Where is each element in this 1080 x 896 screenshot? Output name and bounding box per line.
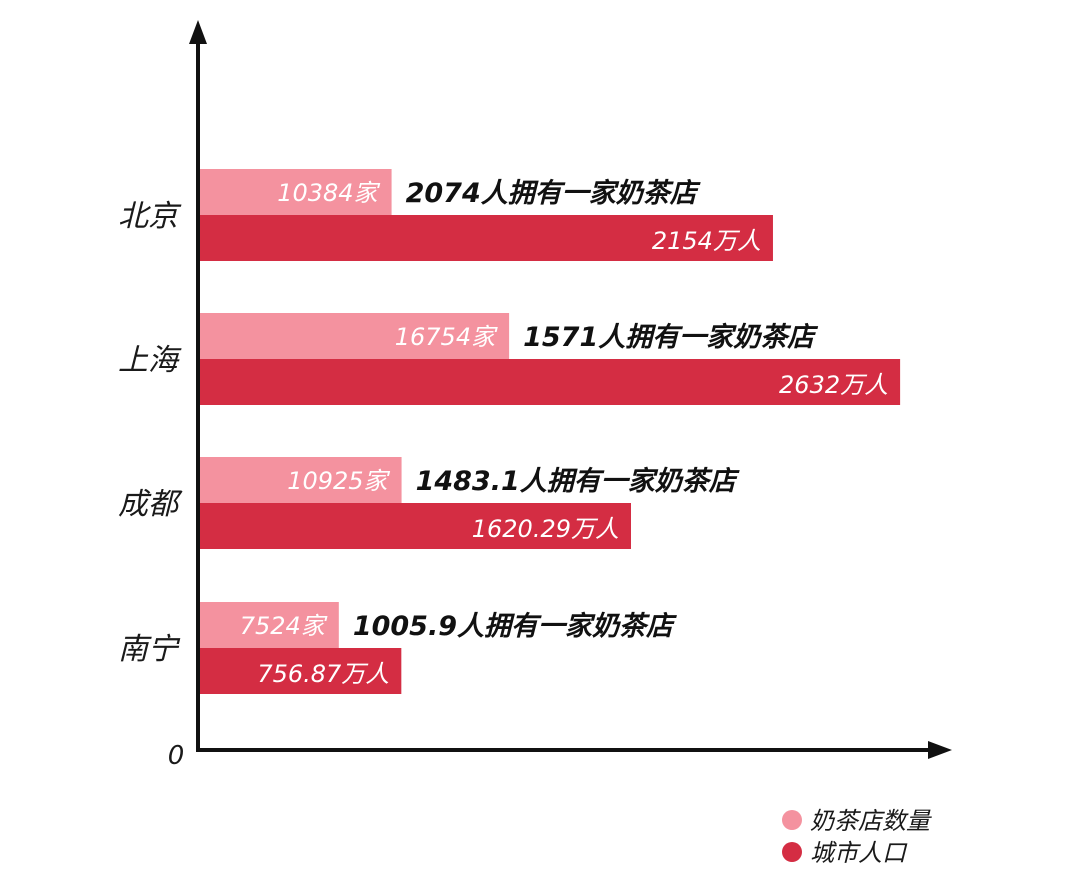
annotation-shanghai: 1571人拥有一家奶茶店 bbox=[523, 322, 818, 353]
bar-label-shops-shanghai: 16754家 bbox=[395, 323, 498, 351]
annotation-beijing: 2074人拥有一家奶茶店 bbox=[406, 178, 701, 209]
category-label-chengdu: 成都 bbox=[118, 487, 183, 522]
bar-label-shops-nanning: 7524家 bbox=[240, 612, 328, 640]
category-label-shanghai: 上海 bbox=[118, 343, 182, 378]
bar-population-shanghai bbox=[200, 359, 901, 405]
legend: 奶茶店数量 城市人口 bbox=[782, 807, 932, 867]
bar-shops-shanghai bbox=[200, 313, 510, 359]
category-label-beijing: 北京 bbox=[118, 199, 182, 234]
legend-swatch-shops bbox=[782, 810, 802, 830]
x-axis-arrow bbox=[928, 741, 952, 759]
legend-swatch-population bbox=[782, 842, 802, 862]
bar-shops-beijing bbox=[200, 169, 392, 215]
bar-label-population-chengdu: 1620.29万人 bbox=[472, 515, 619, 543]
bar-label-population-nanning: 756.87万人 bbox=[257, 660, 389, 688]
bar-label-population-beijing: 2154万人 bbox=[652, 227, 761, 255]
origin-label: 0 bbox=[168, 741, 185, 771]
category-label-nanning: 南宁 bbox=[118, 632, 181, 667]
bar-population-chengdu bbox=[200, 503, 631, 549]
bar-label-shops-chengdu: 10925家 bbox=[287, 467, 390, 495]
bar-shops-nanning bbox=[200, 602, 339, 648]
bar-shops-chengdu bbox=[200, 457, 402, 503]
annotation-chengdu: 1483.1人拥有一家奶茶店 bbox=[416, 466, 740, 497]
legend-label-population: 城市人口 bbox=[810, 839, 908, 867]
legend-label-shops: 奶茶店数量 bbox=[810, 807, 932, 835]
bar-population-beijing bbox=[200, 215, 773, 261]
bar-label-shops-beijing: 10384家 bbox=[277, 179, 380, 207]
bar-population-nanning bbox=[200, 648, 402, 694]
annotation-nanning: 1005.9人拥有一家奶茶店 bbox=[353, 611, 677, 642]
bar-label-population-shanghai: 2632万人 bbox=[779, 371, 888, 399]
y-axis-arrow bbox=[189, 20, 207, 44]
